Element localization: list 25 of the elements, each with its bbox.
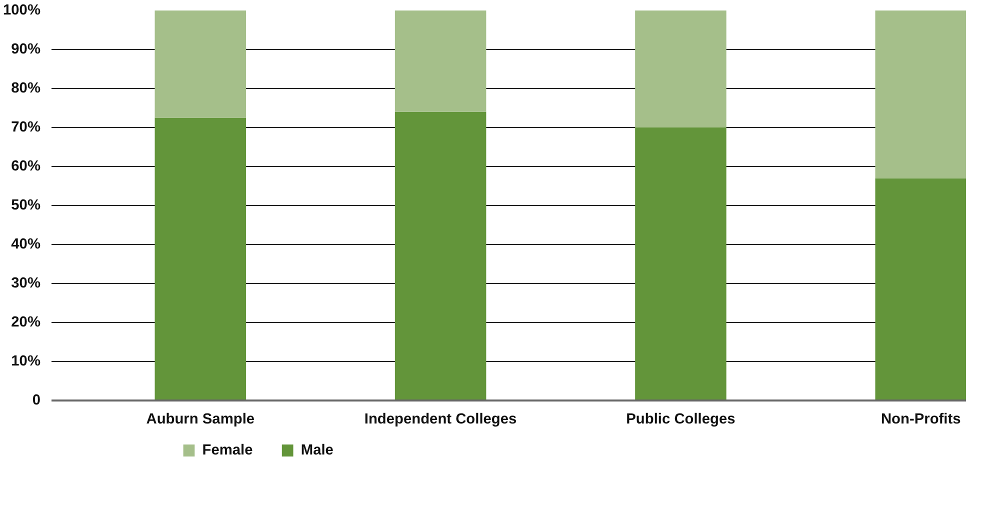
bar [875, 178, 966, 400]
bar [635, 10, 726, 128]
y-tick-label: 80% [11, 80, 41, 96]
y-tick-label: 0 [32, 392, 41, 408]
bar [635, 128, 726, 400]
bar [394, 112, 486, 400]
x-tick-label: Non-Profits [880, 412, 961, 428]
y-tick-label: 30% [11, 276, 41, 292]
bar [875, 10, 966, 178]
bar [154, 118, 246, 400]
x-tick-label: Public Colleges [626, 412, 736, 428]
x-tick-label: Auburn Sample [146, 412, 255, 428]
y-tick-label: 70% [11, 120, 41, 136]
y-tick-label: 100% [3, 2, 41, 18]
y-tick-label: 20% [11, 314, 41, 330]
legend-label: Male [300, 442, 334, 458]
bar [394, 10, 486, 112]
y-tick-label: 60% [11, 158, 41, 174]
y-tick-label: 40% [11, 236, 41, 252]
y-tick-label: 90% [11, 42, 41, 58]
y-tick-label: 50% [11, 198, 41, 214]
bar [154, 10, 246, 118]
y-tick-label: 10% [11, 354, 41, 370]
x-tick-label: Independent Colleges [364, 412, 517, 428]
legend-label: Female [202, 442, 253, 458]
